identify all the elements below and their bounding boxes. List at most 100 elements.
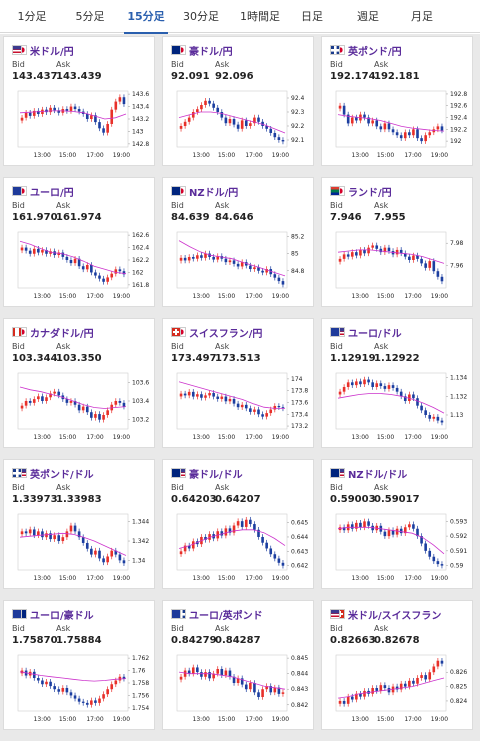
- candle-body: [428, 261, 432, 268]
- candle-body: [253, 524, 256, 530]
- bid-label: Bid: [171, 483, 184, 492]
- candle-body: [232, 398, 236, 404]
- candle-body: [183, 393, 187, 396]
- candlestick-chart[interactable]: 1.762 1.76 1.758 1.756 1.754 13:00 15:00 17:00 1…: [4, 651, 156, 729]
- rate-card[interactable]: 英ポンド/ドル Bid Ask 1.33973 1.33983 1.344 1.342 1.3…: [3, 459, 155, 589]
- pair-name[interactable]: ユーロ/円: [30, 187, 74, 199]
- rate-card[interactable]: 英ポンド/円 Bid Ask 192.174 192.181 192.8 192.6 192.…: [321, 36, 473, 166]
- pair-name[interactable]: 米ドル/スイスフラン: [348, 610, 442, 622]
- candle-body: [424, 543, 427, 551]
- y-tick-label: 103.2: [132, 417, 149, 424]
- tab-1分足[interactable]: 1分足: [17, 10, 47, 23]
- candle-body: [346, 254, 350, 257]
- bid-value: 1.33973: [12, 494, 58, 505]
- moving-average-line: [19, 532, 127, 556]
- candle-body: [244, 684, 248, 690]
- rate-card[interactable]: 豪ドル/ドル Bid Ask 0.64203 0.64207 0.645 0.644 0.64…: [162, 459, 314, 589]
- tab-5分足[interactable]: 5分足: [75, 10, 105, 23]
- rate-card[interactable]: スイスフラン/円 Bid Ask 173.497 173.513 174 173.8 173.…: [162, 318, 314, 448]
- candlestick-chart[interactable]: 92.4 92.3 92.2 92.1 13:00 15:00 17:00 19:00: [163, 87, 315, 165]
- eu-flag-icon: [330, 327, 340, 337]
- y-tick-label: 143.4: [132, 104, 149, 111]
- tab-1時間足[interactable]: 1時間足: [240, 10, 280, 23]
- candlestick-chart[interactable]: 0.645 0.644 0.643 0.642 13:00 15:00 17:00 19:00: [163, 510, 315, 588]
- pair-name[interactable]: NZドル/円: [189, 187, 239, 199]
- timeframe-tab-bar: 1分足 5分足 15分足 30分足 1時間足 日足 週足 月足: [0, 0, 480, 34]
- rate-card[interactable]: 米ドル/円 Bid Ask 143.437 143.439 143.6 143.4 143.2…: [3, 36, 155, 166]
- pair-name[interactable]: 豪ドル/円: [189, 46, 233, 58]
- candle-body: [363, 249, 366, 254]
- rate-card[interactable]: ユーロ/豪ドル Bid Ask 1.75870 1.75884 1.762 1.76 1.75…: [3, 600, 155, 730]
- candle-body: [403, 253, 407, 257]
- x-tick-label: 19:00: [431, 716, 448, 723]
- rate-card[interactable]: ランド/円 Bid Ask 7.946 7.955 7.98 7.96 13:00 15:00 1…: [321, 177, 473, 307]
- bid-value: 103.344: [12, 353, 58, 364]
- tab-月足[interactable]: 月足: [411, 10, 433, 23]
- rate-card[interactable]: 豪ドル/円 Bid Ask 92.091 92.096 92.4 92.3 92.2 92.1 1…: [162, 36, 314, 166]
- candlestick-chart[interactable]: 162.6 162.4 162.2 162 161.8 13:00 15:00 17:00 19…: [4, 228, 156, 306]
- rate-card[interactable]: ユーロ/英ポンド Bid Ask 0.84279 0.84287 0.845 0.844 0.…: [162, 600, 314, 730]
- candlestick-chart[interactable]: 0.826 0.825 0.824 13:00 15:00 17:00 19:00: [322, 651, 474, 729]
- candle-body: [90, 548, 93, 555]
- pair-name[interactable]: 英ポンド/ドル: [30, 469, 94, 481]
- candle-body: [281, 407, 285, 409]
- pair-name[interactable]: 豪ドル/ドル: [189, 469, 243, 481]
- candle-body: [32, 110, 36, 116]
- pair-name[interactable]: 米ドル/円: [30, 46, 74, 58]
- candle-body: [37, 531, 40, 536]
- rate-card[interactable]: NZドル/ドル Bid Ask 0.59003 0.59017 0.593 0.592 0.5…: [321, 459, 473, 589]
- candle-body: [367, 521, 370, 526]
- rate-card[interactable]: NZドル/円 Bid Ask 84.639 84.646 85.2 85 84.8 13:00 1…: [162, 177, 314, 307]
- candlestick-chart[interactable]: 0.593 0.592 0.591 0.59 13:00 15:00 17:00 19:00: [322, 510, 474, 588]
- pair-name[interactable]: ランド/円: [348, 187, 392, 199]
- candlestick-chart[interactable]: 103.6 103.4 103.2 13:00 15:00 17:00 19:00: [4, 369, 156, 447]
- bid-label: Bid: [330, 201, 343, 210]
- x-tick-label: 15:00: [59, 293, 76, 300]
- y-tick-label: 192.8: [450, 91, 467, 98]
- tab-日足[interactable]: 日足: [301, 10, 323, 23]
- candle-body: [395, 387, 399, 392]
- candle-body: [420, 675, 423, 678]
- rate-card[interactable]: ユーロ/ドル Bid Ask 1.12919 1.12922 1.134 1.132 1.13…: [321, 318, 473, 448]
- candlestick-chart[interactable]: 174 173.8 173.6 173.4 173.2 13:00 15:00 17:00 19…: [163, 369, 315, 447]
- pair-header: 英ポンド/ドル: [12, 466, 94, 481]
- candle-body: [41, 250, 44, 253]
- candlestick-chart[interactable]: 1.134 1.132 1.13 13:00 15:00 17:00 19:00: [322, 369, 474, 447]
- moving-average-line: [178, 111, 286, 134]
- pair-name[interactable]: NZドル/ドル: [348, 469, 408, 481]
- pair-name[interactable]: 英ポンド/円: [348, 46, 402, 58]
- candle-body: [403, 396, 407, 401]
- rate-card[interactable]: カナダドル/円 Bid Ask 103.344 103.350 103.6 103.4 103…: [3, 318, 155, 448]
- candle-body: [355, 522, 358, 529]
- candle-body: [244, 120, 248, 126]
- tab-15分足[interactable]: 15分足: [124, 0, 168, 34]
- candle-body: [187, 391, 191, 396]
- ask-value: 1.33983: [56, 494, 102, 505]
- candlestick-chart[interactable]: 1.344 1.342 1.34 13:00 15:00 17:00 19:00: [4, 510, 156, 588]
- candle-body: [375, 383, 379, 387]
- candlestick-chart[interactable]: 85.2 85 84.8 13:00 15:00 17:00 19:00: [163, 228, 315, 306]
- y-tick-label: 0.592: [450, 533, 467, 540]
- candlestick-chart[interactable]: 7.98 7.96 13:00 15:00 17:00 19:00: [322, 228, 474, 306]
- rate-card[interactable]: ユーロ/円 Bid Ask 161.970 161.974 162.6 162.4 162.2…: [3, 177, 155, 307]
- eu-flag-icon: [171, 609, 181, 619]
- plot-frame: [335, 231, 447, 289]
- pair-name[interactable]: ユーロ/ドル: [348, 328, 402, 340]
- pair-name[interactable]: カナダドル/円: [30, 328, 94, 340]
- y-tick-label: 1.13: [450, 412, 464, 419]
- plot-frame: [176, 372, 288, 430]
- candle-body: [359, 693, 362, 697]
- candlestick-chart[interactable]: 0.845 0.844 0.843 0.842 13:00 15:00 17:00 19:00: [163, 651, 315, 729]
- tab-30分足[interactable]: 30分足: [183, 10, 219, 23]
- pair-name[interactable]: ユーロ/英ポンド: [189, 610, 263, 622]
- pair-name[interactable]: スイスフラン/円: [189, 328, 263, 340]
- candlestick-chart[interactable]: 192.8 192.6 192.4 192.2 192 13:00 15:00 17:00 19…: [322, 87, 474, 165]
- rate-card[interactable]: 米ドル/スイスフラン Bid Ask 0.82663 0.82678 0.826 0.825…: [321, 600, 473, 730]
- moving-average-line: [337, 526, 445, 555]
- currency-flags-icon: [171, 186, 186, 196]
- ask-label: Ask: [215, 60, 230, 69]
- pair-name[interactable]: ユーロ/豪ドル: [30, 610, 94, 622]
- candle-body: [350, 696, 354, 700]
- candlestick-chart[interactable]: 143.6 143.4 143.2 143 142.8 13:00 15:00 17:00 19…: [4, 87, 156, 165]
- tab-週足[interactable]: 週足: [357, 10, 379, 23]
